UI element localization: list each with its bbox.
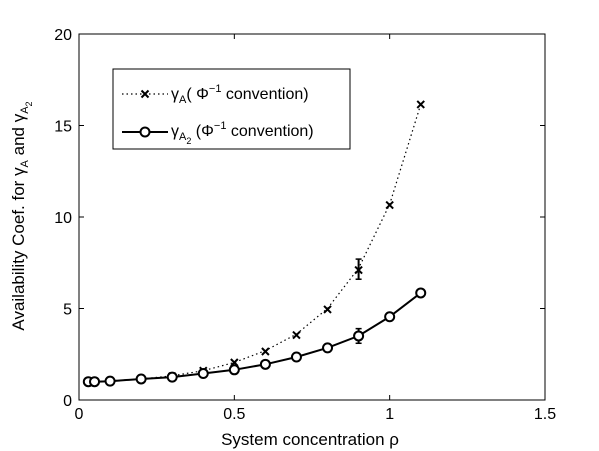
legend-box: [112, 68, 351, 150]
x-axis-title: System concentration ρ: [221, 430, 399, 449]
series-gamma-a2-point: [228, 364, 240, 376]
x-marker-stroke: [230, 358, 239, 367]
x-marker-stroke: [323, 305, 332, 314]
y-tick-label: 20: [54, 27, 72, 44]
y-tick-label: 0: [63, 393, 72, 410]
x-marker-stroke: [354, 265, 363, 275]
x-marker-stroke: [416, 100, 425, 109]
x-tick-label: 0.5: [223, 406, 245, 423]
legend-label-gamma-a: γA( Φ−1 convention): [171, 83, 309, 106]
series-gamma-a2-point: [197, 367, 209, 379]
series-gamma-a-point: [292, 330, 301, 340]
series-gamma-a2-point: [353, 330, 365, 342]
plot-marks: [82, 100, 427, 388]
x-marker-stroke: [385, 200, 394, 210]
series-gamma-a2-point: [290, 351, 302, 363]
legend: γA( Φ−1 convention) γA2 (Φ−1 convention): [112, 68, 351, 150]
series-gamma-a-point: [323, 305, 332, 314]
series-gamma-a2-point: [384, 311, 396, 323]
y-tick-label: 10: [54, 210, 72, 227]
x-tick-label: 1: [385, 406, 394, 423]
series-gamma-a-point: [230, 358, 239, 367]
series-gamma-a2-point: [415, 287, 427, 299]
x-marker-stroke: [292, 330, 301, 340]
axis-ticks: 0 0.5 1 1.5 0 5 10 15 20: [54, 27, 556, 423]
series-gamma-a2-point: [135, 373, 147, 385]
legend-marker-gamma-a: [140, 89, 150, 99]
legend-label-gamma-a2: γA2 (Φ−1 convention): [171, 120, 314, 146]
y-tick-label: 15: [54, 119, 72, 136]
y-axis-title: Availability Coef. for γA and γA2: [9, 101, 34, 330]
series-gamma-a2-point: [259, 358, 271, 370]
x-marker-stroke: [261, 347, 270, 356]
series-gamma-a-point: [354, 265, 363, 275]
y-tick-label: 5: [63, 302, 72, 319]
legend-marker-gamma-a2: [139, 126, 151, 138]
series-gamma-a-point: [261, 347, 270, 356]
series-gamma-a-point: [385, 200, 394, 210]
series-gamma-a2-point: [104, 375, 116, 387]
series-gamma-a2-point: [322, 342, 334, 354]
series-gamma-a2-point: [166, 371, 178, 383]
x-tick-label: 1.5: [534, 406, 556, 423]
series-gamma-a-point: [416, 100, 425, 109]
x-tick-label: 0: [75, 406, 84, 423]
series-gamma-a2-point: [89, 376, 101, 388]
